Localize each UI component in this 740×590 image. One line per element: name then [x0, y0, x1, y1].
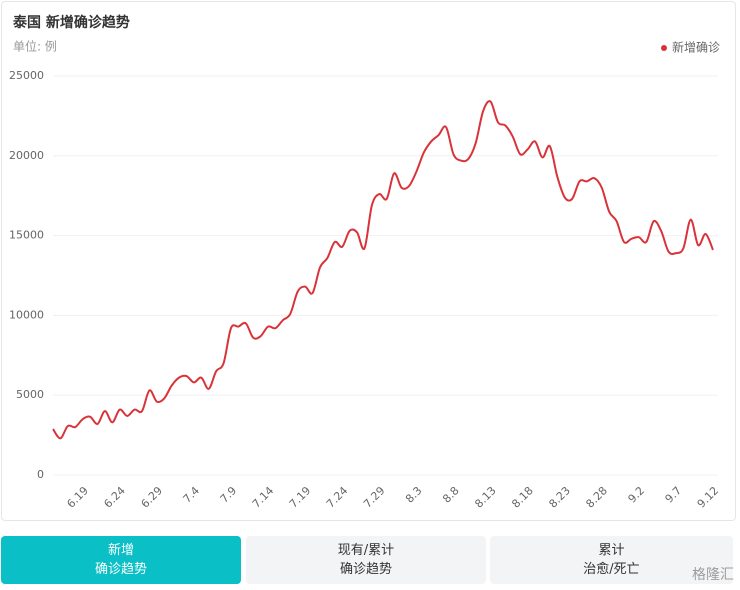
y-tick-label: 15000	[9, 229, 44, 242]
tab-button[interactable]: 累计治愈/死亡	[490, 536, 733, 584]
x-tick-label: 8.3	[403, 484, 425, 506]
x-tick-label: 8.13	[472, 484, 499, 511]
x-tick-label: 7.19	[287, 484, 314, 511]
y-tick-label: 25000	[9, 69, 44, 82]
y-tick-label: 20000	[9, 149, 44, 162]
x-tick-label: 6.19	[64, 484, 91, 511]
x-tick-label: 8.28	[583, 484, 610, 511]
x-tick-label: 7.4	[181, 484, 203, 506]
x-tick-label: 9.12	[695, 484, 722, 511]
chart-title: 泰国 新增确诊趋势	[12, 14, 130, 31]
tab-label: 确诊趋势	[94, 562, 147, 577]
chart: 泰国 新增确诊趋势 单位: 例 0 5000 10000 15000 20000 2500…	[9, 14, 722, 511]
x-tick-label: 6.24	[101, 484, 128, 511]
tab-button[interactable]: 新增 确诊趋势	[1, 536, 241, 584]
x-tick-label: 8.23	[546, 484, 573, 511]
chart-card: 泰国 新增确诊趋势 单位: 例 0 5000 10000 15000 20000 2500…	[1, 1, 736, 521]
x-tick-label: 8.8	[440, 484, 462, 506]
line-series	[52, 100, 714, 440]
x-tick-label: 7.24	[324, 484, 351, 511]
legend-label: 新增确诊	[672, 40, 720, 55]
x-tick-label: 6.29	[139, 484, 166, 511]
tab-button[interactable]: 现有/累计确诊趋势	[246, 536, 486, 584]
x-tick-label: 9.2	[626, 484, 648, 506]
tab-label: 累计	[598, 543, 625, 558]
tab-label: 治愈/死亡	[583, 562, 640, 577]
x-tick-label: 7.29	[361, 484, 388, 511]
x-tick-label: 7.14	[250, 484, 277, 511]
unit-label: 单位: 例	[13, 39, 57, 54]
y-tick-label: 5000	[16, 388, 44, 401]
x-tick-label: 9.7	[663, 484, 685, 506]
y-tick-label: 10000	[9, 308, 44, 321]
y-tick-label: 0	[37, 468, 44, 481]
watermark: 格隆汇	[692, 567, 734, 583]
tab-label: 新增	[107, 543, 134, 558]
legend-marker	[660, 45, 667, 51]
x-tick-label: 8.18	[509, 484, 536, 511]
tab-label: 确诊趋势	[339, 562, 392, 577]
tab-label: 现有/累计	[337, 543, 395, 558]
x-tick-label: 7.9	[218, 484, 240, 506]
